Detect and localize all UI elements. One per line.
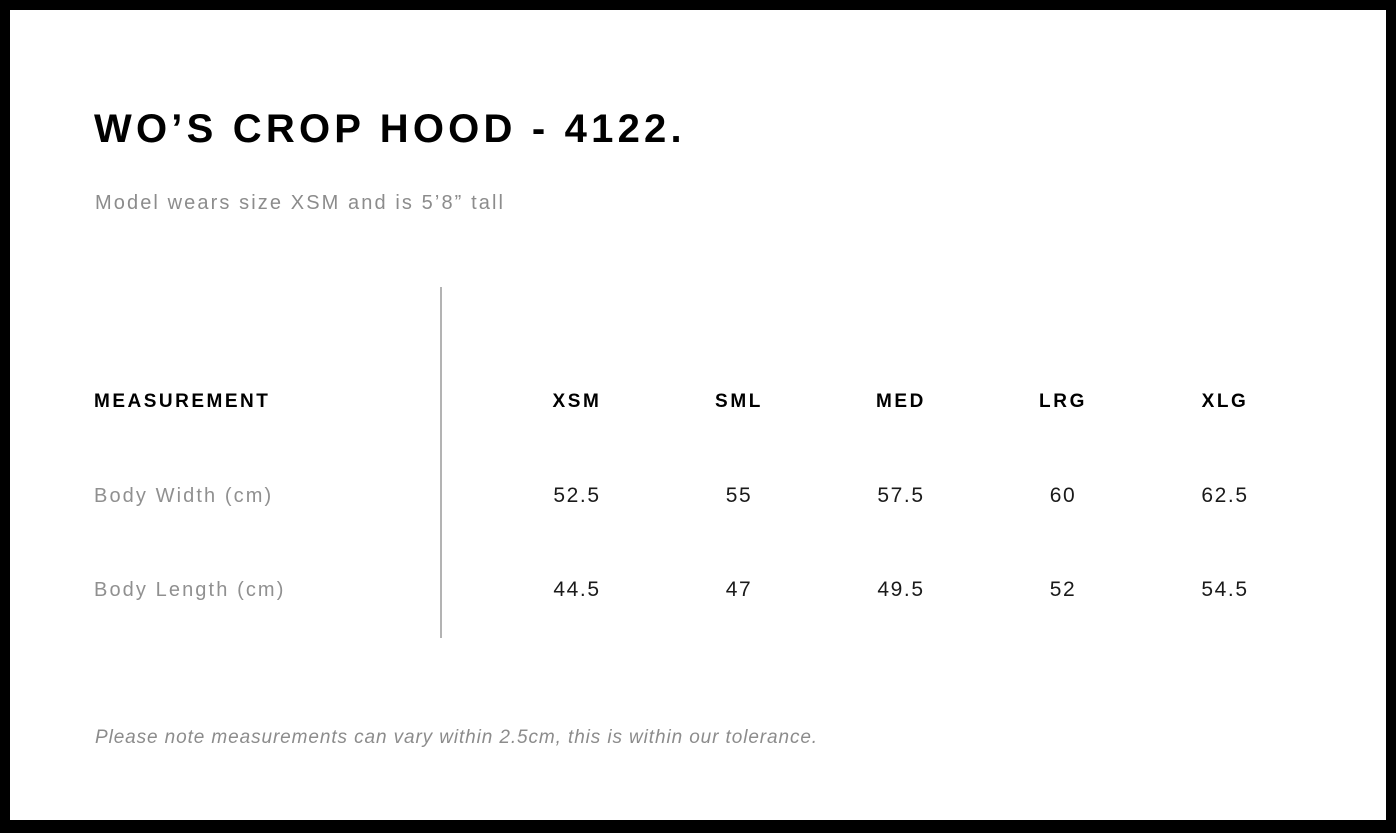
cell-body-width-lrg: 60 [1049, 484, 1077, 507]
cell-body-width-xsm: 52.5 [553, 484, 601, 507]
column-header-measurement: MEASUREMENT [94, 391, 271, 412]
table-vertical-divider [440, 287, 442, 638]
size-chart-content: WO’S CROP HOOD - 4122. Model wears size … [10, 10, 1386, 820]
cell-body-length-xlg: 54.5 [1201, 578, 1249, 601]
cell-body-length-xsm: 44.5 [553, 578, 601, 601]
table-header-row: MEASUREMENT XSM SML MED LRG XLG [94, 355, 1306, 449]
tolerance-note: Please note measurements can vary within… [95, 727, 818, 748]
row-label-body-length: Body Length (cm) [94, 578, 286, 601]
cell-body-length-med: 49.5 [877, 578, 925, 601]
measurement-table: MEASUREMENT XSM SML MED LRG XLG Body Wid… [94, 355, 1306, 637]
column-header-med: MED [875, 391, 927, 412]
cell-body-width-med: 57.5 [877, 484, 925, 507]
cell-body-length-sml: 47 [725, 578, 753, 601]
measurement-table-container: MEASUREMENT XSM SML MED LRG XLG Body Wid… [10, 10, 1386, 820]
column-header-xsm: XSM [552, 391, 602, 412]
cell-body-width-xlg: 62.5 [1201, 484, 1249, 507]
column-header-xlg: XLG [1201, 391, 1249, 412]
cell-body-width-sml: 55 [725, 484, 753, 507]
table-row: Body Length (cm) 44.5 47 49.5 52 54.5 [94, 543, 1306, 637]
cell-body-length-lrg: 52 [1049, 578, 1077, 601]
page-title: WO’S CROP HOOD - 4122. [94, 107, 686, 151]
model-fit-note: Model wears size XSM and is 5’8” tall [95, 192, 506, 214]
table-row: Body Width (cm) 52.5 55 57.5 60 62.5 [94, 449, 1306, 543]
column-header-lrg: LRG [1039, 391, 1087, 412]
column-header-sml: SML [715, 391, 763, 412]
row-label-body-width: Body Width (cm) [94, 484, 274, 507]
